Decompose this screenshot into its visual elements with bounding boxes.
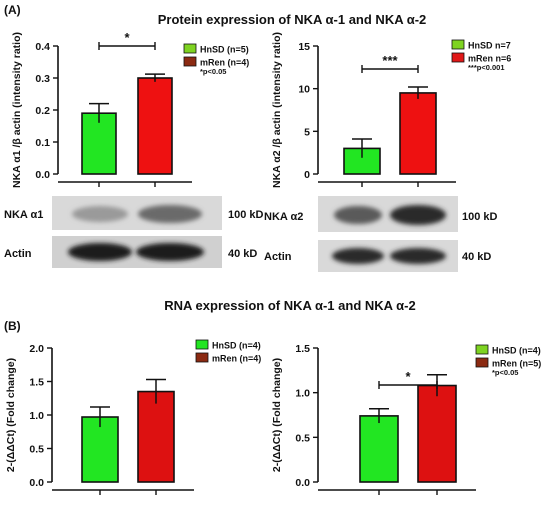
chart-protein-alpha1: 0.0 0.1 0.2 0.3 0.4 NKA α1 /β actin (intensit… (11, 30, 249, 188)
bar-mren (137, 77, 173, 175)
western-blot-right: NKA α2 Actin 100 kD 40 kD (264, 196, 498, 272)
legend-entry: mRen (n=5) (492, 359, 541, 369)
legend-entry: HnSD n=7 (468, 41, 511, 51)
bar-mren (399, 92, 437, 175)
chart-rna-alpha1: 0.0 0.5 1.0 1.5 2.0 2-(ΔΔCt) (Fold change) HnS… (5, 339, 261, 495)
protein-title: Protein expression of NKA α-1 and NKA α-… (158, 12, 427, 27)
y-tick-label: 0.1 (35, 137, 50, 149)
significance-label: * (405, 369, 411, 384)
blot-size-alpha1: 100 kD (228, 209, 264, 221)
y-axis-label: 2-(ΔΔCt) (Fold change) (5, 358, 17, 472)
blot-label-actin: Actin (264, 251, 292, 263)
legend-swatch (195, 352, 209, 363)
legend-swatch (451, 39, 465, 50)
y-tick-label: 1.5 (295, 343, 310, 355)
blot-band (136, 243, 204, 261)
legend-entry: HnSD (n=4) (492, 346, 541, 356)
legend-entry: mRen n=6 (468, 54, 511, 64)
blot-band (68, 243, 132, 261)
blot-label-actin: Actin (4, 248, 32, 260)
legend-entry: HnSD (n=4) (212, 341, 261, 351)
blot-band (390, 205, 446, 225)
chart-protein-alpha2: 0 5 10 15 NKA α2 /β actin (intensity ratio) *… (271, 32, 511, 188)
western-blot-left: NKA α1 Actin 100 kD 40 kD (4, 196, 264, 268)
legend-entry: mRen (n=4) (200, 58, 249, 68)
blot-band (334, 206, 382, 224)
y-tick-label: 5 (304, 126, 310, 138)
chart-rna-alpha2: 0.0 0.5 1.0 1.5 2-(ΔΔCt) (Fold change) * HnSD … (271, 343, 541, 495)
y-tick-label: 0.0 (29, 477, 44, 489)
bar-mren (417, 384, 457, 483)
y-tick-label: 2.0 (29, 343, 44, 355)
blot-label-alpha1: NKA α1 (4, 209, 43, 221)
blot-band (72, 206, 128, 222)
blot-label-alpha2: NKA α2 (264, 211, 303, 223)
p-value-note: *p<0.05 (200, 67, 226, 76)
significance-label: *** (382, 53, 398, 68)
y-tick-label: 10 (298, 84, 310, 96)
panel-a-label: (A) (4, 3, 21, 17)
y-tick-label: 0.0 (295, 477, 310, 489)
blot-size-alpha2: 100 kD (462, 211, 498, 223)
y-axis-label: NKA α2 /β actin (intensity ratio) (271, 32, 283, 188)
y-tick-label: 0.2 (35, 105, 50, 117)
bar-hnsd (359, 415, 399, 483)
y-tick-label: 0.5 (29, 444, 44, 456)
blot-size-actin: 40 kD (228, 248, 257, 260)
y-tick-label: 0 (304, 169, 310, 181)
blot-band (332, 248, 384, 264)
y-axis-label: 2-(ΔΔCt) (Fold change) (271, 358, 283, 472)
panel-b-label: (B) (4, 319, 21, 333)
legend-entry: mRen (n=4) (212, 354, 261, 364)
legend-swatch (183, 56, 197, 67)
p-value-note: ***p<0.001 (468, 63, 505, 72)
legend-swatch (451, 52, 465, 63)
bar-mren (137, 390, 175, 483)
y-tick-label: 1.0 (295, 388, 310, 400)
y-axis-label: NKA α1 /β actin (intensity ratio) (11, 32, 23, 188)
bar-hnsd (81, 416, 119, 483)
legend-swatch (183, 43, 197, 54)
y-tick-label: 1.5 (29, 377, 44, 389)
y-tick-label: 15 (298, 41, 310, 53)
y-tick-label: 0.3 (35, 73, 50, 85)
rna-title: RNA expression of NKA α-1 and NKA α-2 (164, 298, 415, 313)
blot-size-actin: 40 kD (462, 251, 491, 263)
legend-swatch (475, 357, 489, 368)
legend-swatch (475, 344, 489, 355)
significance-label: * (124, 30, 130, 45)
y-tick-label: 0.4 (35, 41, 50, 53)
y-tick-label: 0.0 (35, 169, 50, 181)
y-tick-label: 1.0 (29, 410, 44, 422)
p-value-note: *p<0.05 (492, 368, 518, 377)
legend-swatch (195, 339, 209, 350)
y-tick-label: 0.5 (295, 432, 310, 444)
legend-entry: HnSD (n=5) (200, 45, 249, 55)
blot-band (138, 205, 202, 223)
blot-band (390, 248, 446, 264)
